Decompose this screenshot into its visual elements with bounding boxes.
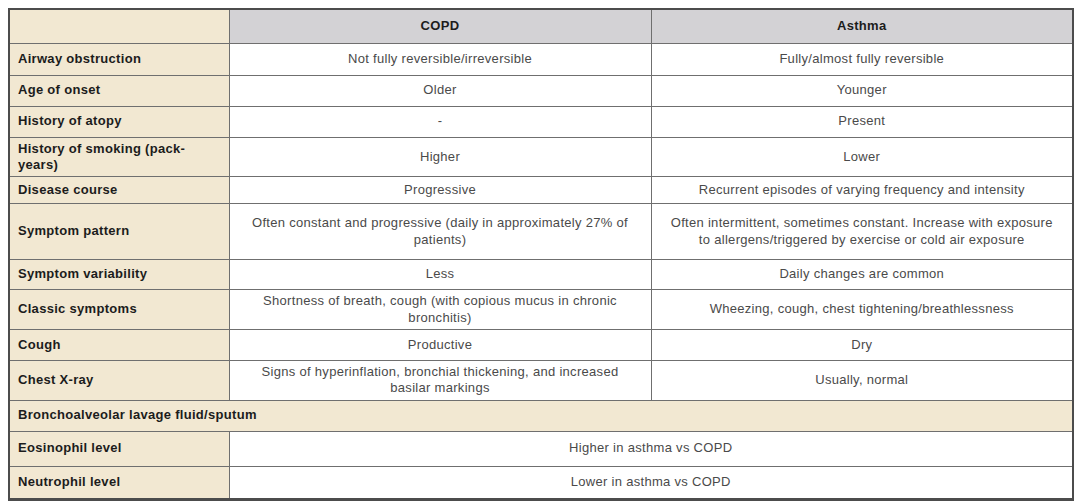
table-row-classic-symptoms: Classic symptoms Shortness of breath, co… [9, 290, 1073, 330]
row-header: Classic symptoms [9, 290, 229, 330]
asthma-cell: Fully/almost fully reversible [651, 43, 1073, 75]
asthma-cell: Wheezing, cough, chest tightening/breath… [651, 290, 1073, 330]
table-row-eosinophil-level: Eosinophil level Higher in asthma vs COP… [9, 431, 1073, 466]
page: COPD Asthma Airway obstruction Not fully… [0, 0, 1080, 501]
table-row-airway-obstruction: Airway obstruction Not fully reversible/… [9, 43, 1073, 75]
asthma-cell: Often intermittent, sometimes constant. … [651, 204, 1073, 260]
corner-cell [9, 9, 229, 43]
copd-cell: Higher [229, 137, 651, 177]
copd-cell: Not fully reversible/irreversible [229, 43, 651, 75]
asthma-cell: Present [651, 106, 1073, 137]
table-row-disease-course: Disease course Progressive Recurrent epi… [9, 177, 1073, 204]
asthma-cell: Younger [651, 75, 1073, 106]
row-header: Chest X-ray [9, 361, 229, 401]
row-header: Symptom variability [9, 260, 229, 290]
row-header: Eosinophil level [9, 431, 229, 466]
table-row-chest-x-ray: Chest X-ray Signs of hyperinflation, bro… [9, 361, 1073, 401]
copd-cell: Progressive [229, 177, 651, 204]
table-row-symptom-pattern: Symptom pattern Often constant and progr… [9, 204, 1073, 260]
comparison-table: COPD Asthma Airway obstruction Not fully… [8, 8, 1074, 501]
row-header: History of atopy [9, 106, 229, 137]
row-header: Neutrophil level [9, 466, 229, 499]
column-header-row: COPD Asthma [9, 9, 1073, 43]
table-row-symptom-variability: Symptom variability Less Daily changes a… [9, 260, 1073, 290]
table-row-history-of-smoking: History of smoking (pack-years) Higher L… [9, 137, 1073, 177]
merged-value-cell: Higher in asthma vs COPD [229, 431, 1073, 466]
section-header-row: Bronchoalveolar lavage fluid/sputum [9, 400, 1073, 431]
table-row-age-of-onset: Age of onset Older Younger [9, 75, 1073, 106]
copd-cell: Often constant and progressive (daily in… [229, 204, 651, 260]
asthma-cell: Daily changes are common [651, 260, 1073, 290]
row-header: History of smoking (pack-years) [9, 137, 229, 177]
copd-cell: Less [229, 260, 651, 290]
table-row-history-of-atopy: History of atopy - Present [9, 106, 1073, 137]
row-header: Airway obstruction [9, 43, 229, 75]
asthma-cell: Usually, normal [651, 361, 1073, 401]
section-header: Bronchoalveolar lavage fluid/sputum [9, 400, 1073, 431]
copd-cell: Signs of hyperinflation, bronchial thick… [229, 361, 651, 401]
column-header-copd: COPD [229, 9, 651, 43]
copd-cell: Productive [229, 330, 651, 361]
row-header: Symptom pattern [9, 204, 229, 260]
asthma-cell: Recurrent episodes of varying frequency … [651, 177, 1073, 204]
asthma-cell: Lower [651, 137, 1073, 177]
row-header: Cough [9, 330, 229, 361]
copd-cell: Older [229, 75, 651, 106]
row-header: Disease course [9, 177, 229, 204]
table-row-neutrophil-level: Neutrophil level Lower in asthma vs COPD [9, 466, 1073, 499]
copd-cell: - [229, 106, 651, 137]
copd-cell: Shortness of breath, cough (with copious… [229, 290, 651, 330]
column-header-asthma: Asthma [651, 9, 1073, 43]
row-header: Age of onset [9, 75, 229, 106]
asthma-cell: Dry [651, 330, 1073, 361]
merged-value-cell: Lower in asthma vs COPD [229, 466, 1073, 499]
table-row-cough: Cough Productive Dry [9, 330, 1073, 361]
